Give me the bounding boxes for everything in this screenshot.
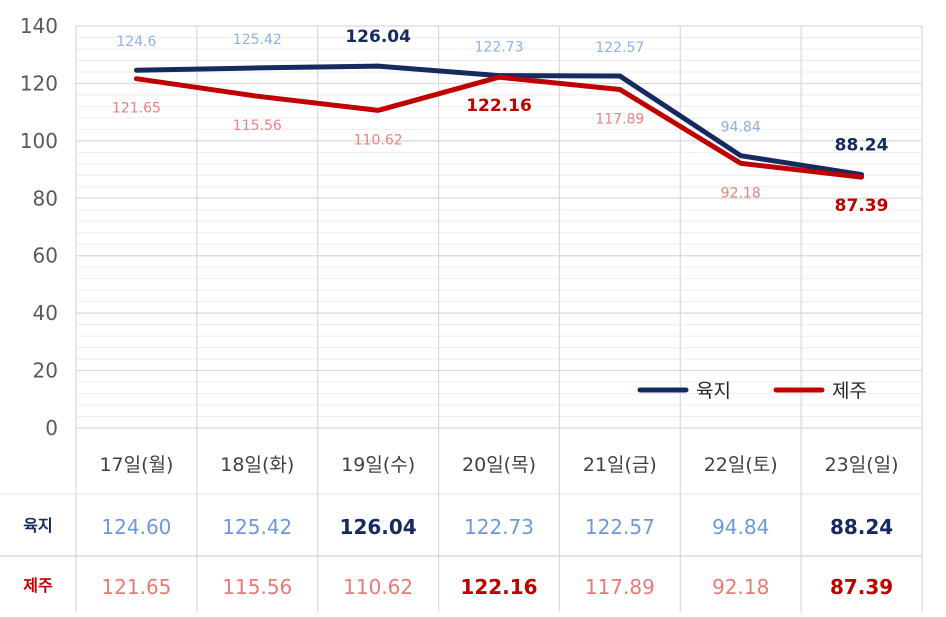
data-label: 88.24 xyxy=(835,136,889,156)
data-table: 육지 제주 124.60 125.42 126.04 122.73 122.57 94.8… xyxy=(23,515,893,599)
table-cell: 117.89 xyxy=(585,575,655,599)
data-label: 125.42 xyxy=(233,32,282,48)
legend: 육지 제주 xyxy=(637,380,867,402)
data-label: 87.39 xyxy=(835,196,889,216)
table-cell: 94.84 xyxy=(712,515,769,539)
data-label: 122.57 xyxy=(595,40,644,56)
y-tick-label: 100 xyxy=(20,129,58,153)
data-label: 92.18 xyxy=(721,185,761,201)
x-tick-label: 19일(수) xyxy=(341,454,415,476)
table-cell: 126.04 xyxy=(340,515,417,539)
y-tick-label: 120 xyxy=(20,71,58,95)
table-cell: 122.73 xyxy=(464,515,534,539)
data-label: 122.73 xyxy=(475,40,524,56)
x-tick-label: 18일(화) xyxy=(220,454,294,476)
table-cell: 122.16 xyxy=(460,575,537,599)
series-line-2 xyxy=(133,74,865,180)
table-cell: 122.57 xyxy=(585,515,655,539)
data-label: 121.65 xyxy=(112,101,161,117)
data-label: 115.56 xyxy=(233,118,282,134)
x-tick-label: 21일(금) xyxy=(583,454,657,476)
data-label: 94.84 xyxy=(721,120,761,136)
y-tick-label: 40 xyxy=(33,301,58,325)
x-tick-label: 20일(목) xyxy=(462,454,536,476)
data-label: 122.16 xyxy=(466,96,532,116)
series-lines xyxy=(133,63,865,180)
data-label: 126.04 xyxy=(345,27,411,47)
y-tick-label: 20 xyxy=(33,359,58,383)
y-tick-label: 60 xyxy=(33,244,58,268)
data-label: 124.6 xyxy=(116,34,156,50)
y-tick-label: 140 xyxy=(20,14,58,38)
table-cell: 125.42 xyxy=(222,515,292,539)
data-label: 117.89 xyxy=(595,111,644,127)
table-row-title-series-2: 제주 xyxy=(23,576,53,595)
table-cell: 124.60 xyxy=(101,515,171,539)
table-cell: 115.56 xyxy=(222,575,292,599)
data-labels: 124.6 125.42 126.04 122.73 122.57 94.84 88.24 1… xyxy=(112,27,889,216)
table-cell: 110.62 xyxy=(343,575,413,599)
table-cell: 87.39 xyxy=(830,575,893,599)
x-tick-label: 22일(토) xyxy=(704,454,778,476)
y-axis-ticks: 0 20 40 60 80 100 120 140 xyxy=(20,14,58,440)
x-tick-label: 23일(일) xyxy=(825,454,899,476)
table-row-title-series-1: 육지 xyxy=(23,516,52,535)
grid-lines xyxy=(0,25,923,612)
table-cell: 92.18 xyxy=(712,575,769,599)
data-label: 110.62 xyxy=(354,132,403,148)
y-tick-label: 80 xyxy=(33,186,58,210)
x-axis-ticks: 17일(월) 18일(화) 19일(수) 20일(목) 21일(금) 22일(토) 23일(… xyxy=(99,454,898,476)
table-cell: 88.24 xyxy=(830,515,893,539)
y-tick-label: 0 xyxy=(45,416,58,440)
x-tick-label: 17일(월) xyxy=(99,454,173,476)
table-cell: 121.65 xyxy=(101,575,171,599)
legend-label-series-1: 육지 xyxy=(696,380,731,402)
legend-label-series-2: 제주 xyxy=(832,380,867,402)
